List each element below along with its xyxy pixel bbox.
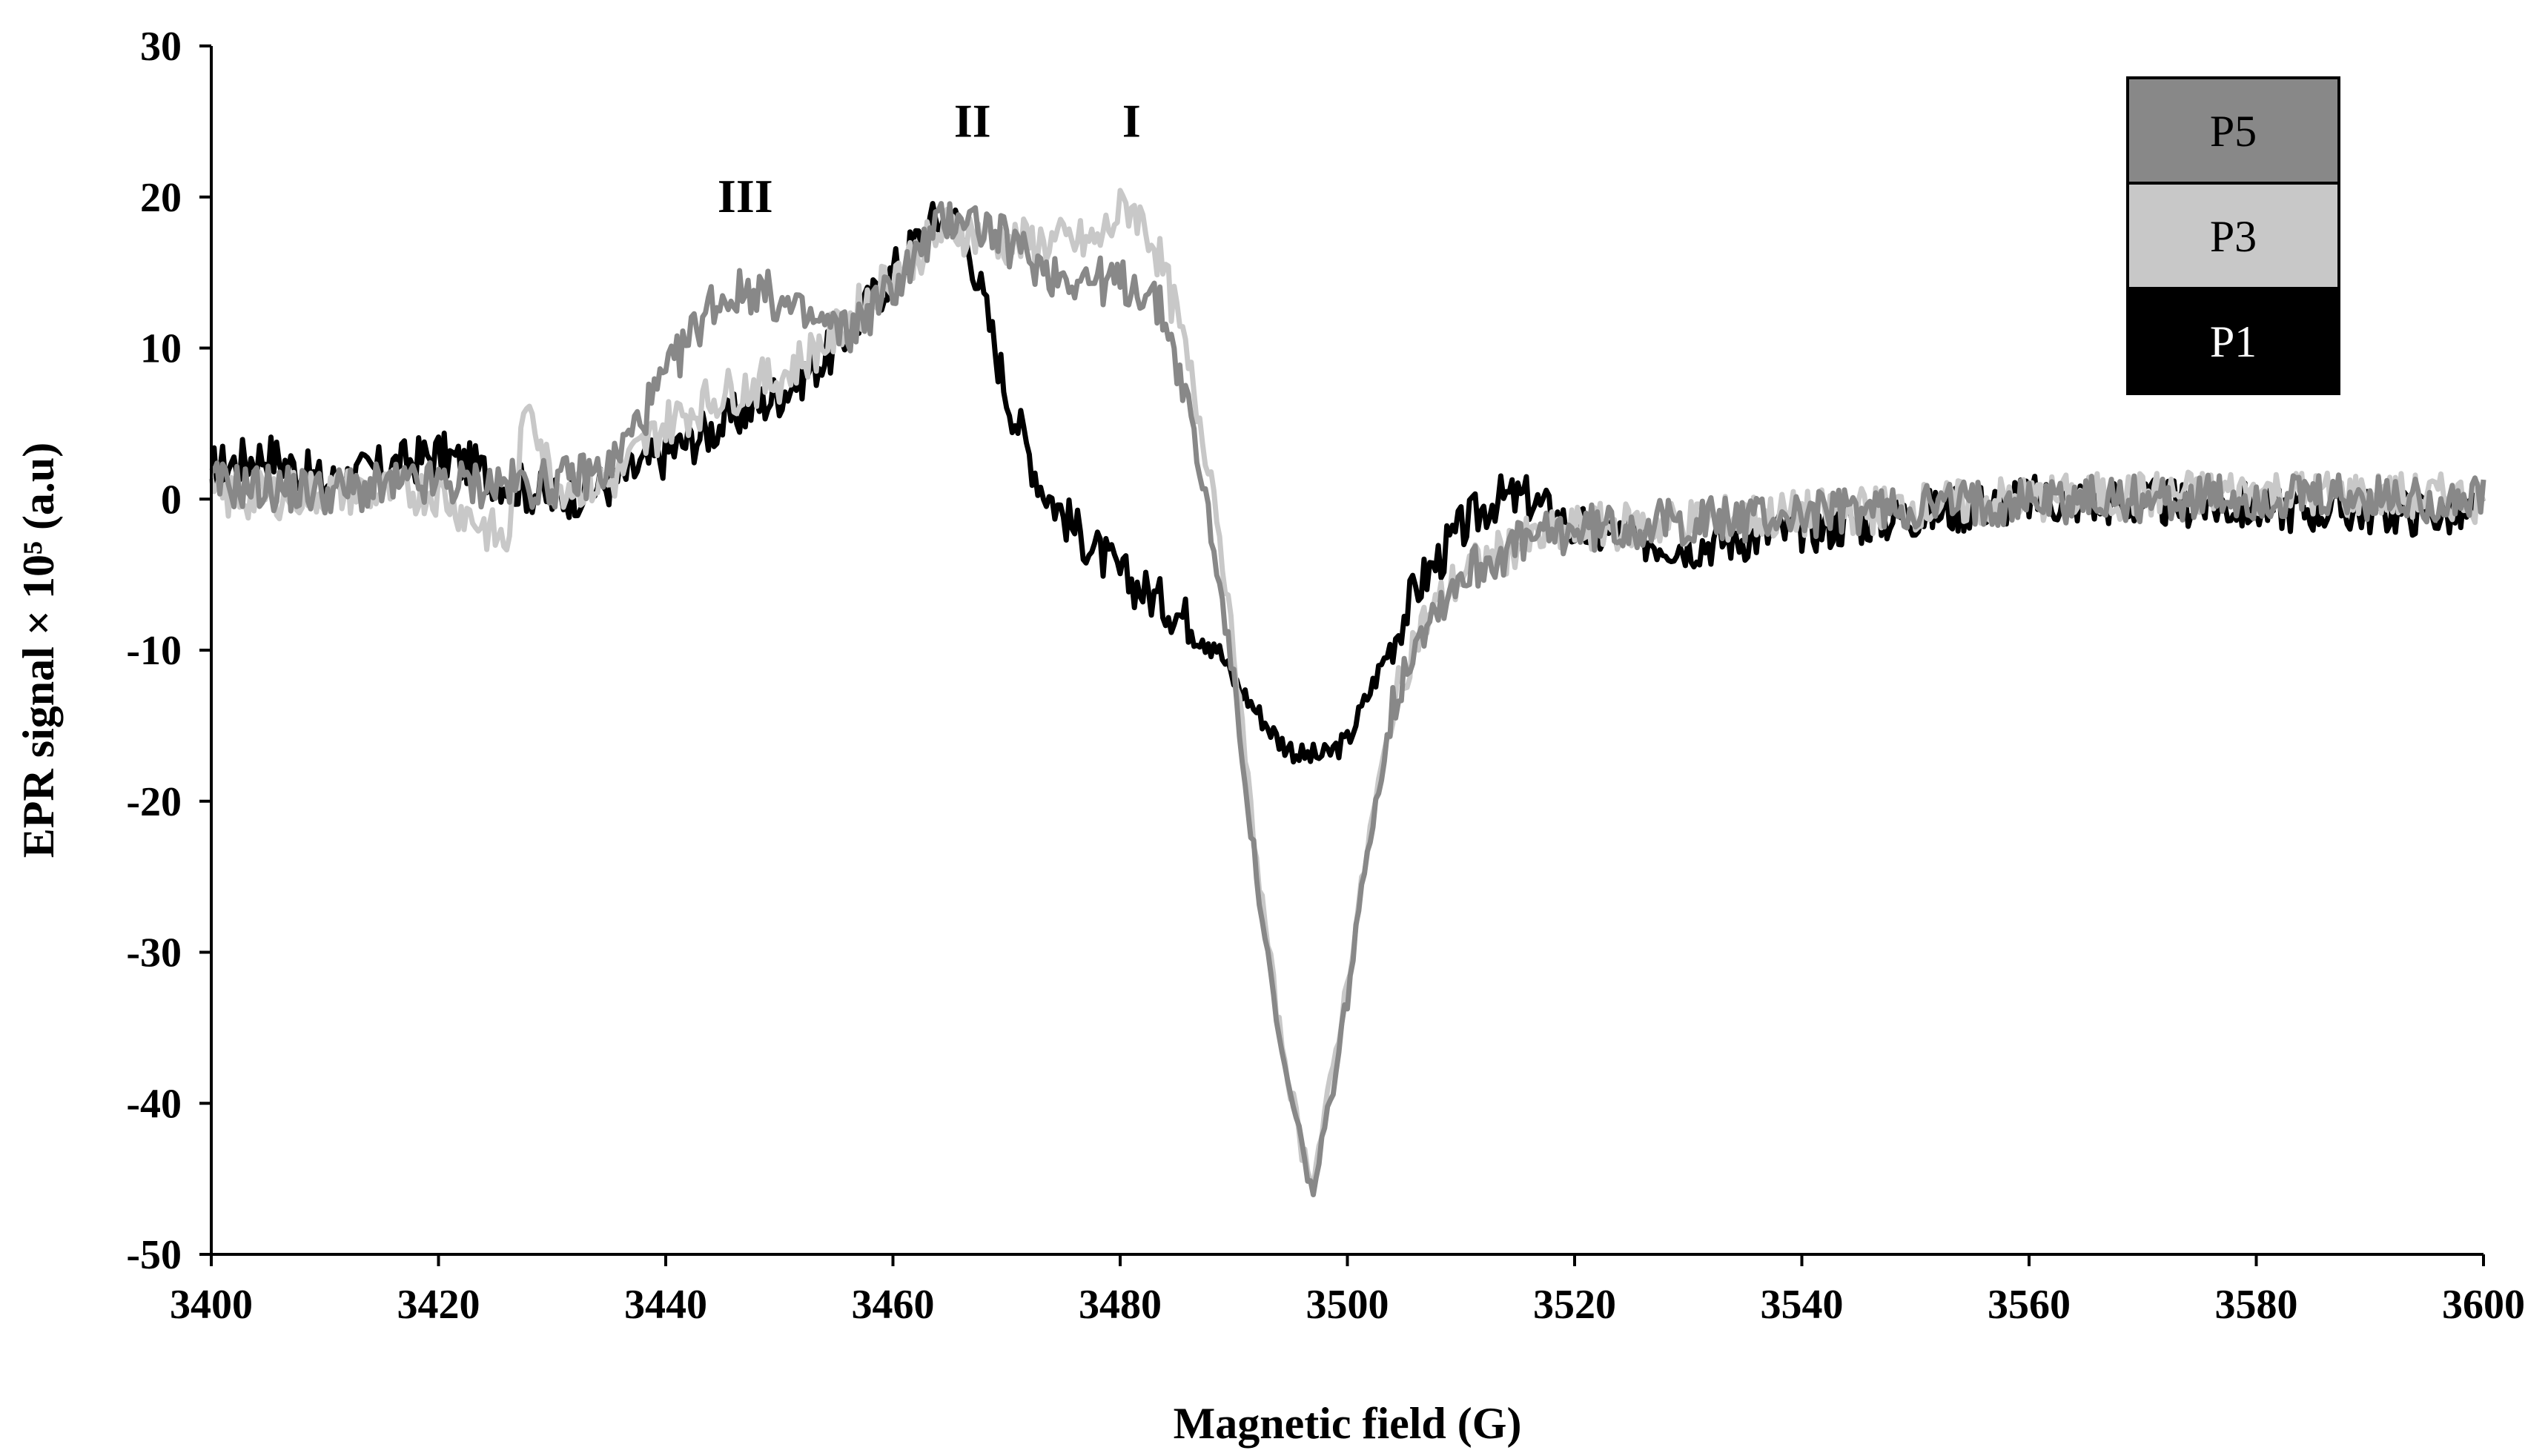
series-layer <box>208 188 2486 1197</box>
peak-label: I <box>1122 94 1141 147</box>
axes-layer <box>199 44 2485 1266</box>
y-tick-label: 30 <box>140 24 182 70</box>
x-tick-label: 3480 <box>1079 1282 1162 1328</box>
x-tick-label: 3600 <box>2442 1282 2525 1328</box>
legend-swatch-p1 <box>2126 287 2340 395</box>
y-tick-label: 10 <box>140 326 182 372</box>
x-tick-label: 3420 <box>397 1282 480 1328</box>
x-tick-label: 3440 <box>624 1282 707 1328</box>
y-tick-label: -30 <box>126 930 182 976</box>
y-tick-label: 0 <box>161 477 182 523</box>
x-tick-label: 3500 <box>1306 1282 1389 1328</box>
x-tick-label: 3580 <box>2215 1282 2298 1328</box>
y-tick-label: -10 <box>126 628 182 674</box>
x-tick-label: 3540 <box>1761 1282 1844 1328</box>
peak-label: II <box>954 94 991 147</box>
legend: P5 P3 P1 <box>2126 76 2340 395</box>
y-tick-label: -50 <box>126 1232 182 1278</box>
y-axis-title: EPR signal × 10⁵ (a.u) <box>14 443 63 858</box>
y-tick-label: 20 <box>140 175 182 221</box>
legend-swatch-p5 <box>2126 76 2340 185</box>
x-tick-label: 3520 <box>1533 1282 1616 1328</box>
peak-label: III <box>718 170 773 222</box>
y-tick-label: -40 <box>126 1081 182 1127</box>
series-line-p5 <box>209 201 2486 1197</box>
legend-label-p1: P1 <box>2210 317 2257 366</box>
x-axis-title: Magnetic field (G) <box>1174 1399 1522 1448</box>
x-tick-label: 3560 <box>1988 1282 2071 1328</box>
legend-label-p3: P3 <box>2210 212 2257 261</box>
y-tick-label: -20 <box>126 779 182 825</box>
x-tick-label: 3460 <box>852 1282 935 1328</box>
legend-label-p5: P5 <box>2210 107 2257 156</box>
x-tick-label: 3400 <box>170 1282 253 1328</box>
